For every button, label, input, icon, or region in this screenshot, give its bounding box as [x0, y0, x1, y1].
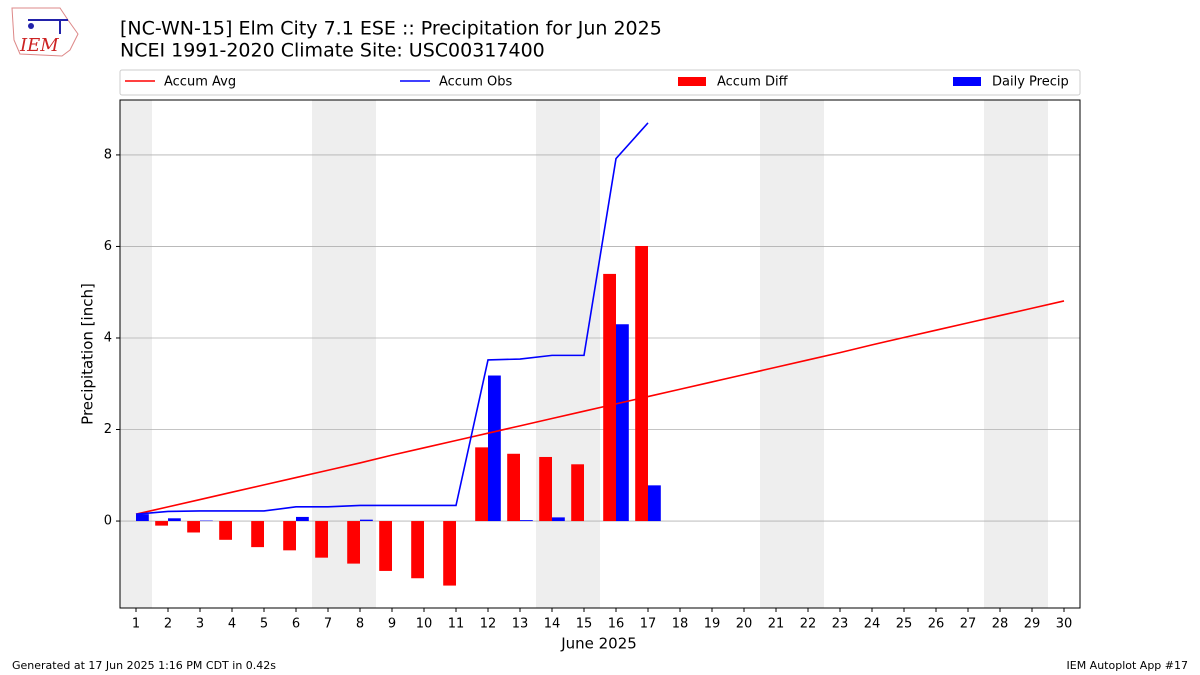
x-tick-label: 29	[1024, 617, 1041, 632]
x-tick-label: 18	[672, 617, 689, 632]
bar	[283, 521, 296, 551]
bar	[155, 521, 168, 526]
legend-box	[119, 69, 1081, 96]
weekend-band	[120, 100, 152, 608]
x-tick-label: 6	[292, 617, 300, 632]
y-tick-label: 8	[104, 147, 112, 162]
bar	[635, 245, 648, 522]
x-tick-label: 30	[1056, 617, 1073, 632]
x-tick-label: 4	[228, 617, 236, 632]
x-tick-label: 1	[132, 617, 140, 632]
x-tick-label: 14	[544, 617, 561, 632]
y-tick-label: 0	[104, 514, 112, 529]
bar	[648, 485, 661, 522]
bar	[411, 521, 424, 579]
bar	[251, 521, 264, 548]
x-tick-label: 28	[992, 617, 1009, 632]
x-tick-label: 15	[576, 617, 593, 632]
x-tick-label: 11	[448, 617, 465, 632]
footer-right: IEM Autoplot App #17	[1067, 659, 1189, 672]
bar	[347, 521, 360, 564]
x-tick-label: 16	[608, 617, 625, 632]
bar	[379, 521, 392, 571]
legend-label: Accum Diff	[717, 75, 789, 90]
bar	[168, 518, 181, 522]
bar	[488, 375, 501, 522]
y-tick-label: 2	[104, 422, 112, 437]
bar	[360, 519, 373, 522]
bar	[475, 447, 488, 522]
x-tick-label: 19	[704, 617, 721, 632]
x-tick-label: 7	[324, 617, 332, 632]
x-tick-label: 3	[196, 617, 204, 632]
bar	[552, 517, 565, 522]
line	[135, 122, 649, 515]
weekend-band	[536, 100, 600, 608]
bar	[520, 520, 533, 522]
bar	[136, 514, 149, 522]
plot-frame	[119, 99, 1081, 609]
x-axis-label: June 2025	[560, 635, 637, 653]
x-tick-label: 23	[832, 617, 849, 632]
bar	[219, 521, 232, 540]
bar	[187, 521, 200, 533]
x-tick-label: 13	[512, 617, 529, 632]
bar	[296, 516, 309, 522]
x-tick-label: 22	[800, 617, 817, 632]
chart-subtitle: NCEI 1991-2020 Climate Site: USC00317400	[120, 40, 545, 62]
footer-left: Generated at 17 Jun 2025 1:16 PM CDT in …	[12, 659, 276, 672]
bar	[315, 521, 328, 558]
bar	[443, 521, 456, 586]
y-tick-label: 4	[104, 330, 112, 345]
x-tick-label: 9	[388, 617, 396, 632]
bar	[507, 453, 520, 522]
logo: IEM	[11, 7, 79, 57]
x-tick-label: 20	[736, 617, 753, 632]
weekend-band	[760, 100, 824, 608]
x-tick-label: 21	[768, 617, 785, 632]
x-tick-label: 24	[864, 617, 881, 632]
chart-title: [NC-WN-15] Elm City 7.1 ESE :: Precipita…	[120, 18, 662, 40]
x-tick-label: 27	[960, 617, 977, 632]
y-tick-label: 6	[104, 239, 112, 254]
bar	[539, 456, 552, 522]
logo-text: IEM	[19, 35, 59, 56]
legend-label: Accum Obs	[439, 75, 512, 90]
x-tick-label: 26	[928, 617, 945, 632]
x-tick-label: 2	[164, 617, 172, 632]
y-axis-label: Precipitation [inch]	[79, 283, 97, 425]
x-tick-label: 25	[896, 617, 913, 632]
x-tick-label: 10	[416, 617, 433, 632]
x-tick-label: 17	[640, 617, 657, 632]
legend-label: Daily Precip	[992, 75, 1069, 90]
x-tick-label: 8	[356, 617, 364, 632]
x-tick-label: 12	[480, 617, 497, 632]
line	[135, 300, 1065, 515]
legend-label: Accum Avg	[164, 75, 236, 90]
bar	[603, 273, 616, 522]
weekend-band	[984, 100, 1048, 608]
bar	[616, 324, 629, 522]
bar	[571, 464, 584, 522]
legend-swatch	[678, 77, 706, 86]
legend-swatch	[953, 77, 981, 86]
x-tick-label: 5	[260, 617, 268, 632]
